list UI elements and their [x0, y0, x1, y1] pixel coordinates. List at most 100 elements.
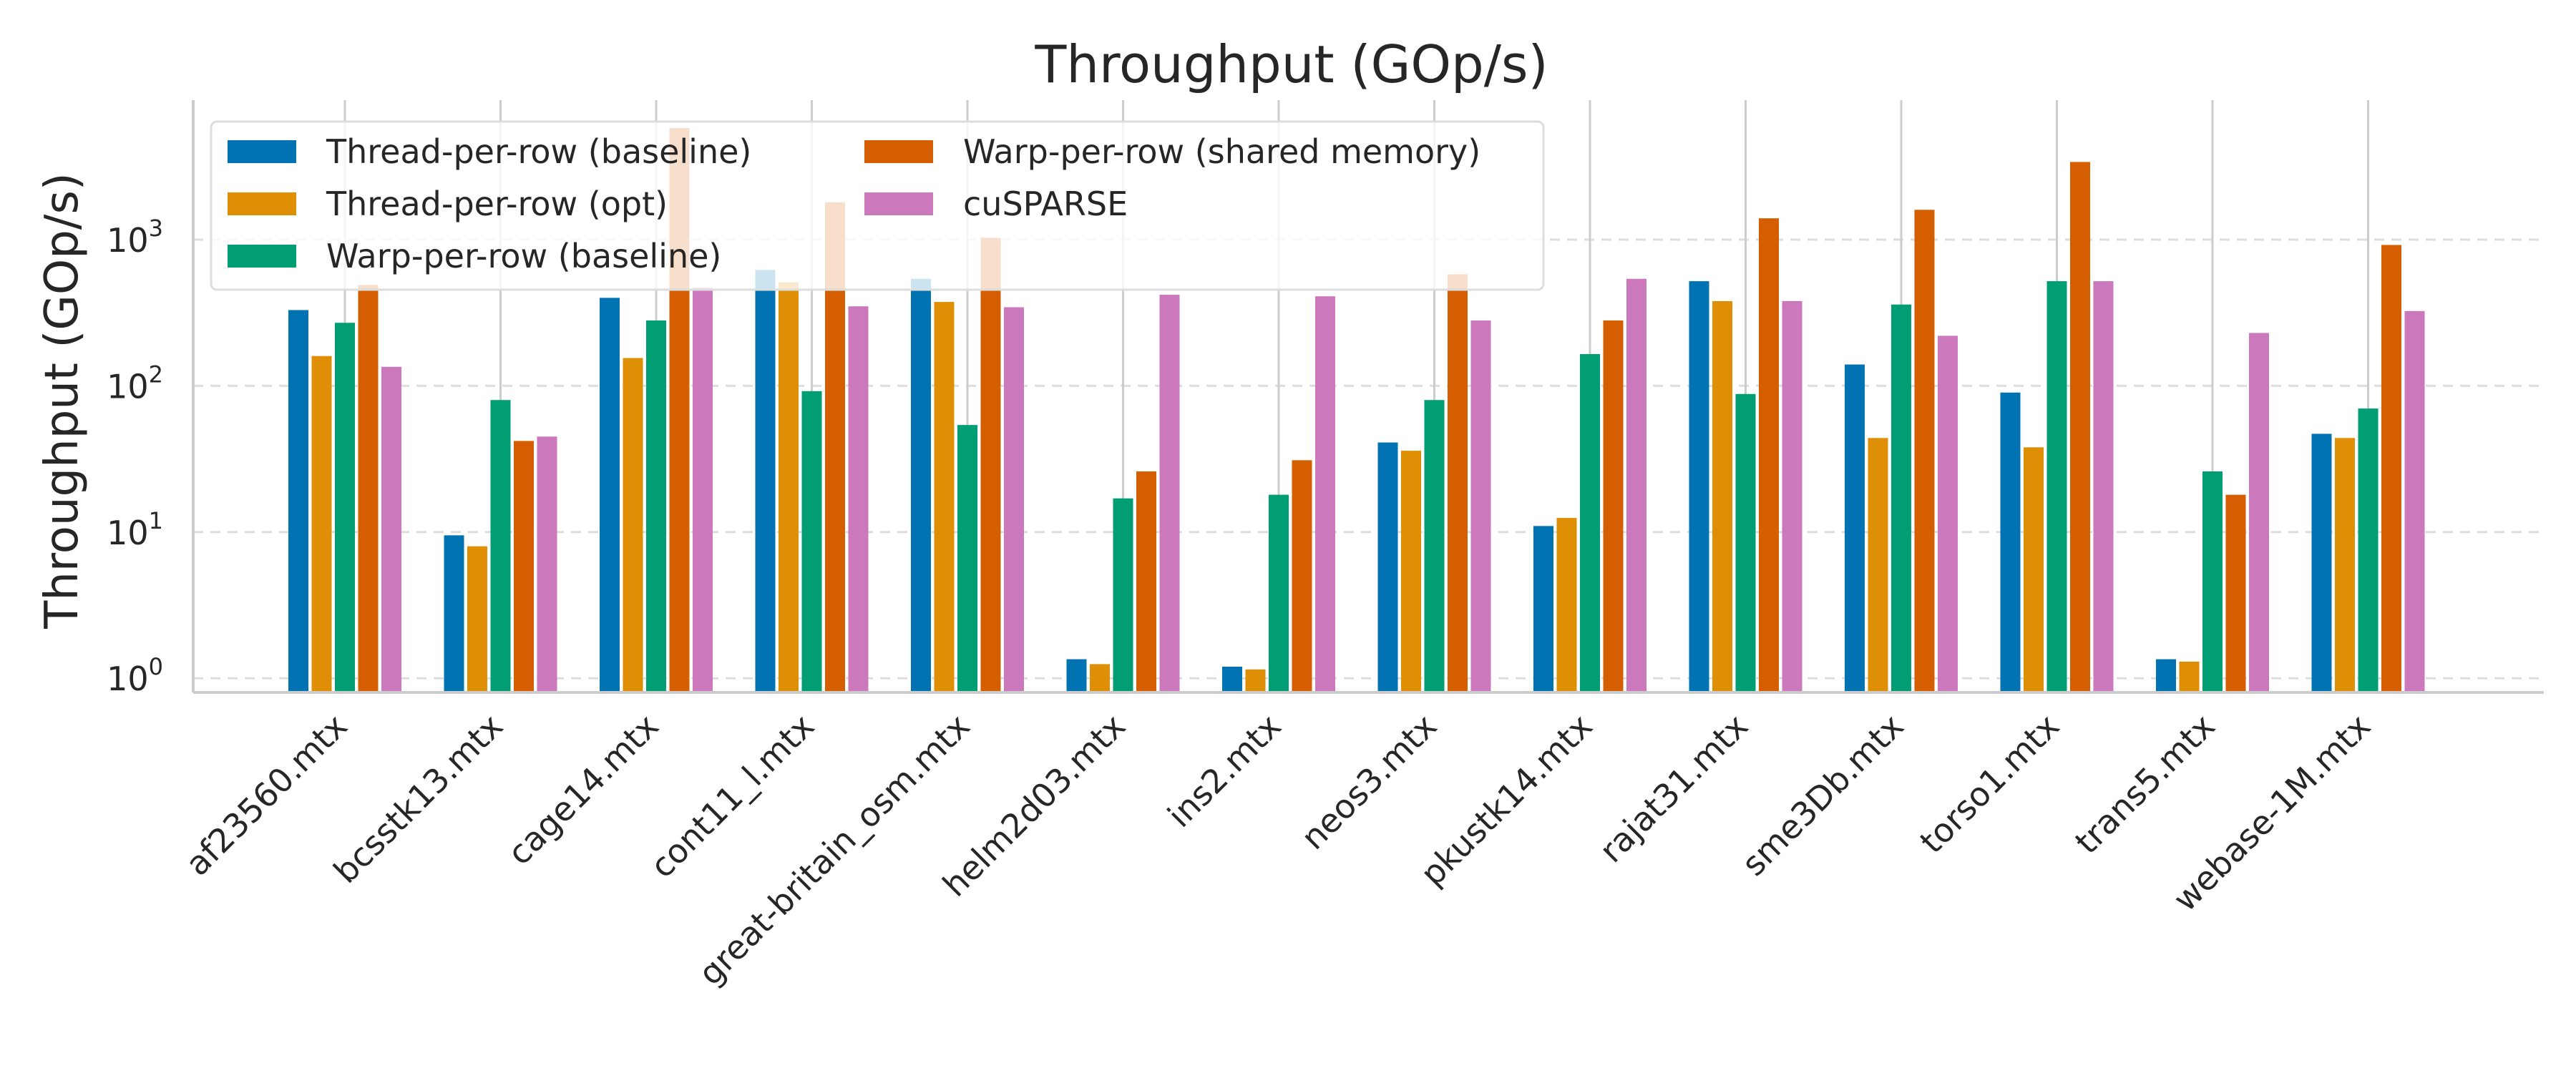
- bar: [2381, 245, 2401, 692]
- bar: [1735, 393, 1756, 692]
- bar: [311, 356, 332, 692]
- bar: [2311, 433, 2332, 692]
- bar: [1315, 296, 1335, 692]
- bar: [848, 306, 869, 692]
- bar: [779, 282, 799, 692]
- bar: [1626, 278, 1646, 692]
- legend-label: Warp-per-row (shared memory): [963, 132, 1480, 171]
- bar: [1782, 300, 1802, 692]
- bar: [801, 391, 822, 692]
- bar: [1004, 307, 1024, 692]
- x-tick-label: neos3.mtx: [1294, 707, 1444, 857]
- x-tick-label: ins2.mtx: [1160, 707, 1289, 836]
- bar: [2202, 471, 2223, 692]
- x-tick-label: great-britain_osm.mtx: [691, 707, 977, 993]
- legend-swatch: [228, 192, 296, 215]
- y-tick-labels: 100 101 102 103: [107, 215, 163, 698]
- bar: [1712, 300, 1732, 692]
- bar: [2024, 447, 2044, 692]
- bar: [600, 298, 620, 692]
- bar: [2156, 659, 2176, 692]
- bar: [693, 288, 713, 693]
- bar: [1891, 304, 1911, 693]
- bar: [1222, 667, 1242, 692]
- x-tick-label: torso1.mtx: [1912, 707, 2067, 861]
- bar: [957, 425, 977, 692]
- bar: [2000, 392, 2021, 692]
- bar: [2179, 661, 2200, 692]
- bar: [490, 400, 511, 692]
- x-tick-label: cont11_l.mtx: [643, 707, 821, 886]
- bar: [1269, 494, 1289, 692]
- legend-swatch: [228, 245, 296, 268]
- legend: Thread-per-row (baseline) Thread-per-row …: [210, 120, 1545, 291]
- legend-swatch: [228, 140, 296, 163]
- legend-label: cuSPARSE: [963, 185, 1128, 223]
- bar: [2404, 310, 2425, 692]
- bar: [2046, 281, 2067, 692]
- bar: [2093, 281, 2114, 692]
- bar: [1603, 320, 1624, 692]
- bar: [2249, 333, 2269, 692]
- bar: [1113, 498, 1133, 692]
- bar: [623, 358, 643, 692]
- bar: [755, 270, 776, 692]
- bar: [2335, 438, 2355, 692]
- bar: [1580, 353, 1600, 692]
- bar: [467, 546, 487, 692]
- y-axis-label: Throughput (GOp/s): [36, 172, 89, 629]
- bar: [1090, 664, 1110, 692]
- bar: [1066, 659, 1087, 692]
- x-tick-labels: af23560.mtxbcsstk13.mtxcage14.mtxcont11_…: [178, 707, 2379, 993]
- bar: [1424, 400, 1445, 692]
- bar: [911, 278, 931, 692]
- bar: [1914, 210, 1935, 692]
- bar: [1470, 320, 1491, 692]
- x-tick-label: cage14.mtx: [500, 707, 666, 873]
- bar: [444, 535, 464, 692]
- bar: [1759, 218, 1779, 693]
- bar: [646, 320, 666, 692]
- bar: [1292, 460, 1312, 692]
- bar: [1401, 451, 1421, 692]
- bar: [1245, 669, 1266, 692]
- bar: [2225, 494, 2246, 692]
- bar: [288, 310, 308, 692]
- bar: [2070, 162, 2090, 692]
- bar: [1159, 295, 1180, 692]
- legend-label: Thread-per-row (opt): [326, 185, 668, 223]
- bar: [1868, 438, 1888, 692]
- y-tick-label: 102: [107, 361, 163, 406]
- bar: [1556, 517, 1577, 692]
- y-tick-label: 103: [107, 215, 163, 260]
- bar: [1845, 364, 1865, 692]
- bar: [381, 366, 401, 692]
- legend-swatch: [864, 140, 933, 163]
- bar: [980, 237, 1001, 692]
- bar: [537, 436, 557, 692]
- legend-label: Thread-per-row (baseline): [326, 132, 751, 171]
- x-tick-label: trans5.mtx: [2067, 707, 2223, 862]
- bar: [1938, 335, 1958, 692]
- bar: [1136, 471, 1156, 692]
- bar: [934, 302, 955, 692]
- bar: [1377, 442, 1398, 692]
- legend-swatch: [864, 192, 933, 215]
- bar: [358, 285, 379, 692]
- axes: [192, 100, 2544, 694]
- bar: [514, 441, 534, 692]
- x-tick-label: sme3Db.mtx: [1735, 707, 1911, 883]
- bars: [288, 127, 2425, 693]
- y-tick-label: 100: [107, 653, 163, 698]
- x-tick-label: af23560.mtx: [178, 707, 355, 883]
- bar: [335, 323, 355, 693]
- bar: [1448, 274, 1468, 693]
- chart-title: Throughput (GOp/s): [1034, 34, 1548, 94]
- bar: [2358, 408, 2379, 692]
- legend-label: Warp-per-row (baseline): [326, 237, 721, 275]
- bar: [1689, 281, 1709, 692]
- bar: [1533, 526, 1553, 692]
- x-tick-label: rajat31.mtx: [1592, 707, 1756, 871]
- y-tick-label: 101: [107, 507, 163, 552]
